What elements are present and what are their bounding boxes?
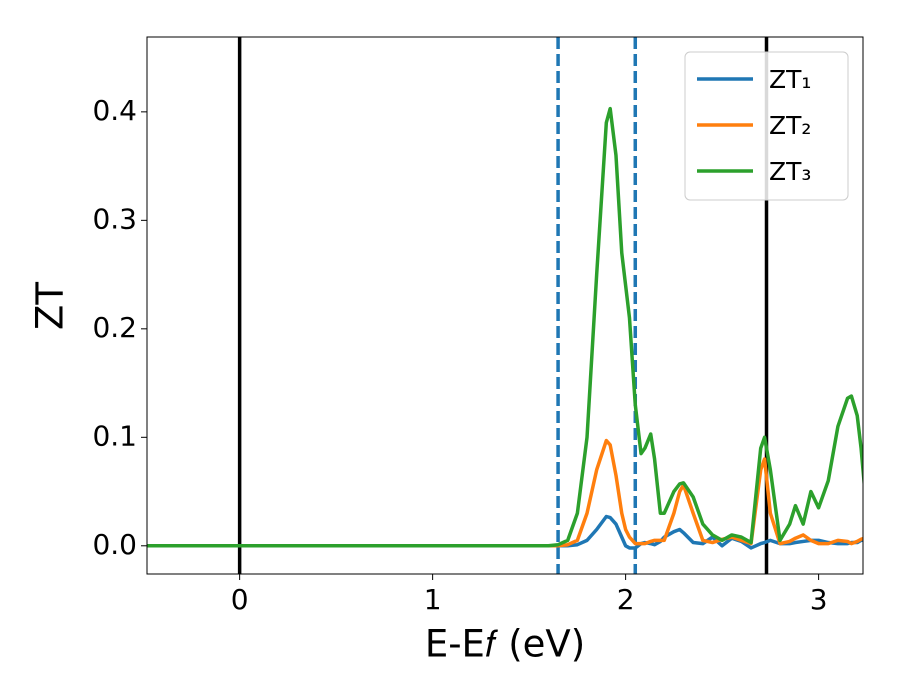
series-line (147, 106, 863, 548)
y-axis-label: ZT (29, 282, 72, 330)
plot-frame (146, 36, 864, 575)
legend-label: ZT₂ (769, 111, 811, 140)
series-line (147, 514, 863, 550)
x-tick-label: 0 (231, 583, 249, 616)
y-tick-label: 0.4 (92, 94, 137, 127)
x-tick-label: 2 (617, 583, 635, 616)
x-tick-label: 3 (810, 583, 828, 616)
y-tick-label: 0.3 (92, 202, 137, 235)
y-tick-label: 0.0 (92, 528, 137, 561)
x-axis-label: E-E𝑓 (eV) (425, 623, 585, 666)
y-tick-label: 0.1 (92, 419, 137, 452)
y-tick-label: 0.2 (92, 311, 137, 344)
legend-label: ZT₃ (769, 157, 811, 186)
legend-label: ZT₁ (769, 65, 811, 94)
x-tick-label: 1 (424, 583, 442, 616)
legend-box (684, 51, 849, 201)
